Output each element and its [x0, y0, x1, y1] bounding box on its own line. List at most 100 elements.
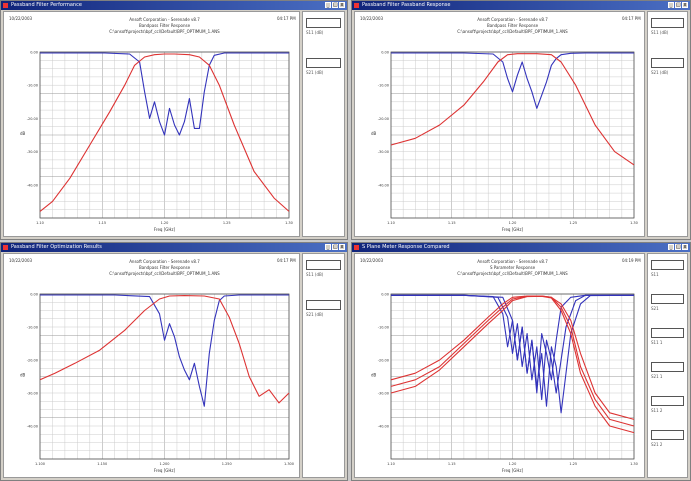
time-label: 04:17 PM: [277, 258, 296, 263]
trace-legend-slot[interactable]: [651, 294, 684, 304]
side-panel: S11 S21 S11 1 S21 1 S11 2 S21 2: [647, 253, 688, 478]
close-icon[interactable]: x: [682, 244, 688, 250]
series-line: [39, 53, 290, 212]
chart-header-line: Ansoft Corporation - Serenade v8.7: [477, 259, 548, 264]
chart-header-line: Ansoft Corporation - Serenade v8.7: [477, 17, 548, 22]
series-line: [40, 294, 289, 407]
chart-window-3[interactable]: Passband Filter Optimization Results _ □ x…: [0, 242, 348, 481]
plot-frame: [39, 51, 290, 219]
window-titlebar[interactable]: Passband Filter Passband Response _ □ x: [352, 1, 690, 10]
x-tick-label: 1.20: [509, 462, 517, 466]
x-tick-label: 1.150: [97, 462, 107, 466]
trace-legend-slot[interactable]: [306, 260, 341, 270]
y-tick-label: -20.00: [378, 359, 389, 363]
timestamp: 10/22/2003: [9, 258, 33, 263]
close-icon[interactable]: x: [339, 244, 345, 250]
y-tick-label: -10.00: [378, 326, 389, 330]
time-label: 04:17 PM: [277, 16, 296, 21]
y-tick-label: -20.00: [27, 359, 38, 363]
chart-header-line: Bandpass Filter Response: [139, 265, 191, 270]
close-icon[interactable]: x: [682, 2, 688, 8]
app-icon: [3, 3, 8, 8]
x-tick-label: 1.30: [630, 221, 638, 225]
x-tick-label: 1.15: [98, 221, 106, 225]
y-tick-label: -30.00: [378, 150, 389, 154]
y-tick-label: -10.00: [27, 326, 38, 330]
y-tick-label: -40.00: [27, 425, 38, 429]
app-icon: [354, 245, 359, 250]
y-tick-label: -20.00: [378, 117, 389, 121]
x-tick-label: 1.10: [387, 462, 395, 466]
minimize-icon[interactable]: _: [668, 2, 674, 8]
maximize-icon[interactable]: □: [332, 244, 338, 250]
minimize-icon[interactable]: _: [668, 244, 674, 250]
minimize-icon[interactable]: _: [325, 2, 331, 8]
window-titlebar[interactable]: Passband Filter Performance _ □ x: [1, 1, 347, 10]
series-line: [390, 295, 635, 434]
y-axis-label: dB: [20, 373, 26, 378]
x-tick-label: 1.25: [569, 462, 577, 466]
trace-legend-slot[interactable]: [306, 300, 341, 310]
plot-canvas[interactable]: 10/22/2003 04:17 PM Ansoft Corporation - S…: [3, 11, 300, 237]
trace-legend-slot[interactable]: [651, 328, 684, 338]
plot-canvas[interactable]: 10/22/2003 04:17 PM Ansoft Corporation - S…: [3, 253, 300, 478]
maximize-icon[interactable]: □: [332, 2, 338, 8]
window-titlebar[interactable]: S Plane Meter Response Compared _ □ x: [352, 243, 690, 252]
trace-label: S21 (dB): [651, 70, 669, 75]
app-icon: [3, 245, 8, 250]
y-tick-label: -40.00: [378, 425, 389, 429]
maximize-icon[interactable]: □: [675, 2, 681, 8]
time-label: 04:17 PM: [622, 16, 641, 21]
plot-canvas[interactable]: 10/22/2003 04:17 PM Ansoft Corporation - S…: [354, 11, 645, 237]
x-axis-label: Freq [GHz]: [154, 468, 176, 473]
trace-legend-slot[interactable]: [306, 18, 341, 28]
x-tick-label: 1.15: [448, 462, 456, 466]
maximize-icon[interactable]: □: [675, 244, 681, 250]
trace-legend-slot[interactable]: [651, 362, 684, 372]
y-axis-label: dB: [371, 373, 377, 378]
trace-legend-slot[interactable]: [651, 260, 684, 270]
x-tick-label: 1.30: [285, 221, 293, 225]
window-titlebar[interactable]: Passband Filter Optimization Results _ □ x: [1, 243, 347, 252]
close-icon[interactable]: x: [339, 2, 345, 8]
y-tick-label: -20.00: [27, 117, 38, 121]
series-line: [40, 52, 289, 136]
trace-legend-slot[interactable]: [651, 18, 684, 28]
trace-label: S21 (dB): [306, 70, 324, 75]
chart-window-1[interactable]: Passband Filter Performance _ □ x 10/22/20…: [0, 0, 348, 240]
chart-header-line: C:\ansoft\projects\bpf_ccl\Default\BPF_O…: [109, 271, 220, 276]
x-tick-label: 1.15: [448, 221, 456, 225]
plot-canvas[interactable]: 10/22/2003 04:19 PM Ansoft Corporation - S…: [354, 253, 645, 478]
y-tick-label: 0.00: [30, 51, 38, 55]
chart-window-4[interactable]: S Plane Meter Response Compared _ □ x 10/2…: [351, 242, 691, 481]
y-tick-label: -30.00: [27, 392, 38, 396]
plot-frame: [390, 51, 635, 219]
plot-svg: 10/22/2003 04:17 PM Ansoft Corporation - S…: [9, 16, 296, 232]
chart-header-line: Ansoft Corporation - Serenade v8.7: [129, 17, 200, 22]
trace-label: S21 1: [651, 374, 663, 379]
trace-legend-slot[interactable]: [651, 430, 684, 440]
y-tick-label: 0.00: [381, 293, 389, 297]
plot-svg: 10/22/2003 04:17 PM Ansoft Corporation - S…: [9, 258, 296, 473]
trace-legend-slot[interactable]: [651, 396, 684, 406]
x-tick-label: 1.25: [223, 221, 231, 225]
app-icon: [354, 3, 359, 8]
trace-legend-slot[interactable]: [651, 58, 684, 68]
y-tick-label: -30.00: [378, 392, 389, 396]
timestamp: 10/22/2003: [9, 16, 33, 21]
x-tick-label: 1.20: [161, 221, 169, 225]
trace-label: S21: [651, 306, 659, 311]
chart-window-2[interactable]: Passband Filter Passband Response _ □ x 10…: [351, 0, 691, 240]
trace-label: S11: [651, 272, 659, 277]
y-tick-label: 0.00: [381, 51, 389, 55]
minimize-icon[interactable]: _: [325, 244, 331, 250]
trace-label: S11 (dB): [306, 30, 324, 35]
x-tick-label: 1.100: [35, 462, 45, 466]
x-tick-label: 1.10: [36, 221, 44, 225]
x-tick-label: 1.30: [630, 462, 638, 466]
chart-header-line: Ansoft Corporation - Serenade v8.7: [129, 259, 200, 264]
trace-label: S21 2: [651, 442, 663, 447]
trace-label: S11 (dB): [651, 30, 669, 35]
trace-legend-slot[interactable]: [306, 58, 341, 68]
trace-label: S11 2: [651, 408, 663, 413]
